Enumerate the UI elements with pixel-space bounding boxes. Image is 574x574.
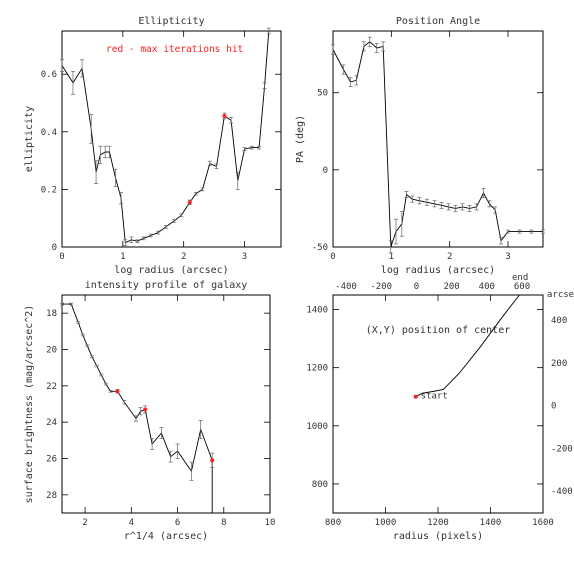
max-iter-point	[187, 200, 192, 205]
chart-panel-4: (X,Y) position of center radius (pixels) 8…	[306, 273, 574, 542]
chart-title: intensity profile of galaxy	[85, 280, 248, 291]
top-tick-label: 200	[443, 282, 459, 292]
end-label: end	[512, 273, 528, 283]
max-iter-point	[210, 458, 215, 463]
y-tick-label: 0	[323, 166, 328, 176]
x-axis-label: log radius (arcsec)	[381, 265, 495, 276]
y-tick-label: 28	[46, 491, 57, 501]
y-tick-label: 800	[312, 480, 328, 490]
y-axis-label: surface brightness (mag/arcsec^2)	[24, 305, 35, 504]
x-axis-label: log radius (arcsec)	[114, 265, 228, 276]
chart-title: Position Angle	[396, 16, 480, 27]
right-tick-label: 400	[551, 316, 567, 326]
x-tick-label: 1	[389, 252, 394, 262]
x-axis-label: r^1/4 (arcsec)	[124, 531, 208, 542]
x-tick-label: 1600	[532, 518, 554, 528]
x-tick-label: 1400	[480, 518, 502, 528]
x-tick-label: 2	[181, 252, 186, 262]
chart-panel-2: Position Angle log radius (arcsec) PA (deg…	[295, 16, 545, 276]
y-axis-label: PA (deg)	[295, 115, 306, 163]
x-tick-label: 2	[447, 252, 452, 262]
series-line	[415, 294, 520, 398]
x-tick-label: 10	[265, 518, 276, 528]
y-tick-label: 18	[46, 309, 57, 319]
max-iter-point	[115, 389, 120, 394]
series-line	[61, 30, 270, 244]
x-tick-label: 2	[82, 518, 87, 528]
series-line	[332, 41, 543, 248]
x-tick-label: 3	[242, 252, 247, 262]
right-tick-label: -200	[551, 444, 573, 454]
y-axis-label: ellipticity	[24, 106, 35, 172]
right-tick-label: 200	[551, 359, 567, 369]
right-axis-label: arcsec	[547, 290, 574, 300]
x-tick-label: 0	[330, 252, 335, 262]
top-tick-label: 0	[414, 282, 419, 292]
y-tick-label: 0	[52, 243, 57, 253]
top-tick-label: 400	[479, 282, 495, 292]
chart-panel-1: Ellipticity log radius (arcsec) ellipticit…	[24, 16, 282, 276]
y-tick-label: -50	[312, 243, 328, 253]
y-tick-label: 1200	[306, 364, 328, 374]
x-tick-label: 8	[221, 518, 226, 528]
max-iter-point	[413, 394, 418, 399]
y-tick-label: 22	[46, 382, 57, 392]
right-tick-label: -400	[551, 487, 573, 497]
x-tick-label: 1000	[375, 518, 397, 528]
top-tick-label: 600	[514, 282, 530, 292]
x-tick-label: 800	[325, 518, 341, 528]
x-tick-label: 6	[175, 518, 180, 528]
plot-frame	[332, 30, 544, 248]
x-tick-label: 0	[59, 252, 64, 262]
x-axis-label: radius (pixels)	[393, 531, 483, 542]
y-tick-label: 0.2	[41, 185, 57, 195]
y-tick-label: 26	[46, 455, 57, 465]
chart-title: Ellipticity	[138, 16, 204, 27]
series-line	[62, 303, 213, 513]
start-label: start	[421, 392, 448, 402]
chart-panel-3: intensity profile of galaxy r^1/4 (arcsec…	[24, 280, 275, 542]
x-tick-label: 3	[505, 252, 510, 262]
y-tick-label: 1400	[306, 306, 328, 316]
right-tick-label: 0	[551, 402, 556, 412]
y-tick-label: 0.6	[41, 70, 57, 80]
max-iter-point	[222, 113, 227, 118]
y-tick-label: 0.4	[41, 128, 57, 138]
chart-title: (X,Y) position of center	[366, 325, 511, 336]
max-iter-note: red - max iterations hit	[106, 44, 243, 55]
y-tick-label: 1000	[306, 422, 328, 432]
plot-frame	[61, 294, 271, 514]
top-tick-label: -200	[370, 282, 392, 292]
y-tick-label: 24	[46, 418, 57, 428]
y-tick-label: 20	[46, 346, 57, 356]
y-tick-label: 50	[317, 89, 328, 99]
top-tick-label: -400	[335, 282, 357, 292]
x-tick-label: 1	[120, 252, 125, 262]
max-iter-point	[143, 407, 148, 412]
plot-frame	[61, 30, 282, 248]
x-tick-label: 4	[129, 518, 134, 528]
x-tick-label: 1200	[427, 518, 449, 528]
